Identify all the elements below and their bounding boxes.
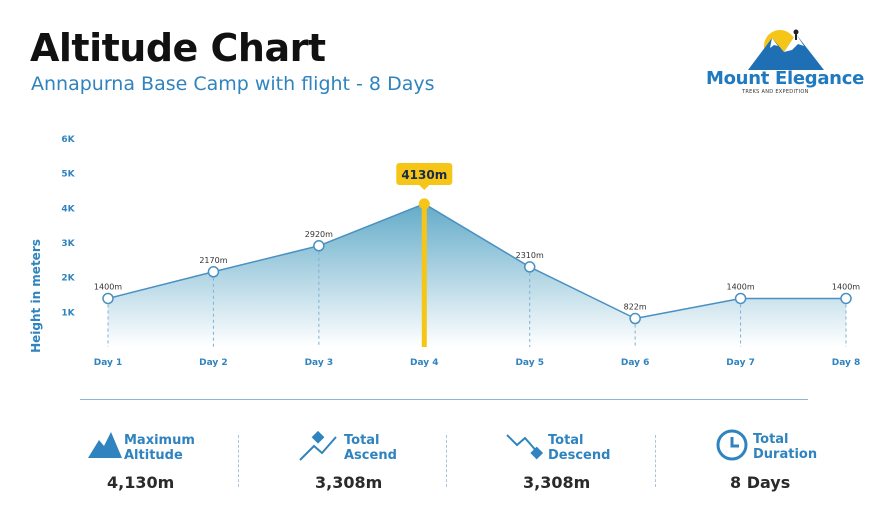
data-point: [734, 292, 747, 305]
stat-value: 3,308m: [315, 473, 383, 492]
data-label: 2310m: [516, 251, 544, 260]
x-tick-label: Day 3: [305, 358, 334, 368]
data-label: 1400m: [832, 282, 860, 291]
x-tick-label: Day 1: [94, 358, 123, 368]
logo-tagline: TREKS AND EXPEDITION: [742, 89, 809, 95]
y-tick-label: 4K: [61, 204, 75, 214]
ascend-icon: [299, 430, 337, 461]
stat-label-line2: Descend: [548, 448, 611, 463]
clock-icon: [716, 429, 748, 461]
x-tick-label: Day 6: [621, 358, 650, 368]
divider: [80, 399, 808, 400]
stat-label-line1: Total: [753, 432, 789, 447]
data-point-peak: [418, 198, 430, 210]
stat-label-line2: Altitude: [124, 448, 183, 463]
data-label: 2170m: [199, 256, 227, 265]
stat-label-line2: Ascend: [344, 448, 397, 463]
y-tick-label: 5K: [61, 170, 75, 180]
data-point: [840, 292, 852, 305]
data-label: 822m: [624, 303, 647, 312]
stat-label-line1: Total: [548, 433, 584, 448]
series-line-segment: [423, 203, 531, 268]
y-axis-label: Height in meters: [29, 239, 43, 353]
stat-label-line1: Maximum: [124, 433, 195, 448]
data-label: 1400m: [94, 282, 122, 291]
stat-separator: [655, 435, 656, 487]
brand-logo: Mount Elegance TREKS AND EXPEDITION: [700, 26, 870, 102]
stat-value: 4,130m: [107, 473, 175, 492]
stat-label-line2: Duration: [753, 447, 818, 462]
altitude-area: [108, 203, 846, 347]
stat-value: 3,308m: [523, 473, 591, 492]
page-title: Altitude Chart: [30, 26, 326, 70]
page-subtitle: Annapurna Base Camp with flight - 8 Days: [31, 73, 435, 95]
series-line-segment: [318, 203, 425, 247]
data-label: 2920m: [305, 230, 333, 239]
x-tick-label: Day 4: [410, 358, 439, 368]
stat-total-ascend: Total Ascend 3,308m: [298, 428, 478, 498]
stat-label-line1: Total: [344, 433, 380, 448]
logo-name: Mount Elegance: [706, 68, 864, 89]
data-point: [102, 292, 114, 305]
series-line-segment: [635, 297, 741, 320]
data-point: [313, 240, 325, 252]
y-tick-label: 3K: [61, 239, 75, 249]
series-line-segment: [107, 271, 214, 300]
peak-badge: [396, 163, 453, 185]
data-label: 1400m: [726, 282, 754, 291]
mountain-logo-icon: [748, 29, 824, 70]
stat-total-duration: Total Duration 8 Days: [715, 428, 888, 498]
y-tick-label: 2K: [61, 274, 75, 284]
stat-separator: [446, 435, 447, 487]
data-point: [629, 312, 641, 325]
stat-total-descend: Total Descend 3,308m: [505, 428, 685, 498]
descend-icon: [506, 434, 544, 460]
peak-badge-pointer: [419, 185, 430, 190]
x-tick-label: Day 8: [832, 358, 861, 368]
stat-max-altitude: Maximum Altitude 4,130m: [88, 428, 268, 498]
stat-value: 8 Days: [730, 473, 791, 492]
data-point: [207, 266, 220, 278]
stat-separator: [238, 435, 239, 487]
x-tick-label: Day 5: [515, 358, 544, 368]
x-tick-label: Day 7: [726, 358, 755, 368]
altitude-chart: Height in meters 1K 2K 3K 4K 5K 6K 4130m 1400…: [29, 135, 861, 368]
x-tick-label: Day 2: [199, 358, 228, 368]
peak-badge-label: 4130m: [401, 168, 447, 182]
mountain-icon: [88, 432, 122, 458]
y-tick-label: 6K: [61, 135, 75, 145]
series-line-segment: [213, 245, 320, 273]
y-tick-label: 1K: [61, 308, 75, 318]
data-point: [523, 261, 536, 273]
series-line-segment: [529, 266, 636, 320]
